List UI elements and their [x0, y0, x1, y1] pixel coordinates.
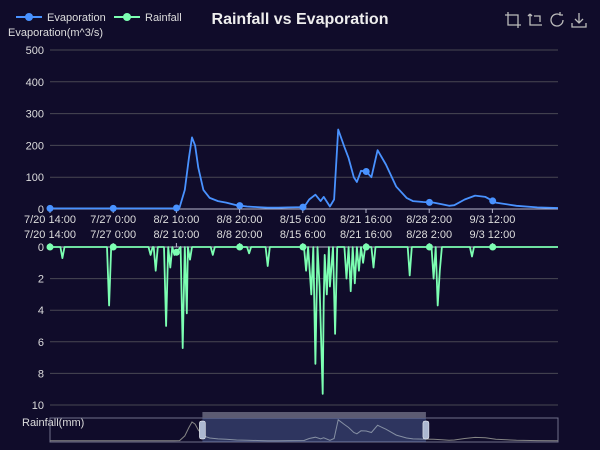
evaporation-point[interactable] — [299, 203, 307, 211]
bottom-x-tick-label: 8/8 20:00 — [217, 229, 263, 241]
legend-item-rainfall[interactable]: Rainfall — [114, 12, 182, 24]
evaporation-point[interactable] — [109, 204, 117, 212]
top-x-tick-label: 8/2 10:00 — [153, 214, 199, 226]
top-x-tick-label: 8/21 16:00 — [340, 214, 392, 226]
top-y-tick-label: 400 — [26, 77, 44, 89]
series-line-evaporation — [50, 128, 559, 210]
legend-evaporation-label: Evaporation — [47, 12, 106, 24]
bottom-y-tick-label: 2 — [38, 274, 44, 286]
legend-rainfall-label: Rainfall — [145, 12, 182, 24]
bottom-x-tick-label: 8/28 2:00 — [406, 229, 452, 241]
top-x-tick-label: 7/20 14:00 — [24, 214, 76, 226]
data-zoom-selected-window[interactable] — [202, 418, 426, 442]
legend: Evaporation Rainfall — [16, 12, 182, 24]
rainfall-point[interactable] — [172, 248, 180, 256]
data-zoom-move-bar[interactable] — [202, 412, 426, 418]
restore-icon[interactable] — [549, 12, 565, 28]
data-zoom[interactable] — [49, 412, 559, 443]
evaporation-point[interactable] — [236, 202, 244, 210]
bottom-x-tick-label: 7/27 0:00 — [90, 229, 136, 241]
top-x-tick-label: 8/15 6:00 — [280, 214, 326, 226]
series-line-rainfall — [50, 246, 558, 395]
rainfall-point[interactable] — [109, 243, 117, 251]
rainfall-point[interactable] — [236, 243, 244, 251]
bottom-x-tick-label: 8/2 10:00 — [153, 229, 199, 241]
bottom-y-tick-label: 8 — [38, 368, 44, 380]
top-x-tick-label: 8/8 20:00 — [217, 214, 263, 226]
series-layer — [46, 128, 559, 395]
bottom-y-axis-name: Rainfall(mm) — [22, 417, 84, 429]
evaporation-point[interactable] — [362, 167, 370, 175]
bottom-x-tick-label: 8/21 16:00 — [340, 229, 392, 241]
evaporation-point[interactable] — [489, 197, 497, 205]
top-y-tick-label: 100 — [26, 172, 44, 184]
top-x-tick-label: 9/3 12:00 — [469, 214, 515, 226]
bottom-x-tick-label: 8/15 6:00 — [280, 229, 326, 241]
tick-layer: 0 100 200 300 400 500 0 2 4 6 8 10 7/20 14:00 7/20 14… — [24, 45, 515, 412]
evaporation-point[interactable] — [425, 198, 433, 206]
grid-layer — [50, 49, 558, 406]
top-x-tick-label: 7/27 0:00 — [90, 214, 136, 226]
chart-title: Rainfall vs Evaporation — [212, 11, 389, 28]
rainfall-point[interactable] — [362, 243, 370, 251]
evaporation-point[interactable] — [172, 204, 180, 212]
bottom-y-tick-label: 4 — [38, 305, 44, 317]
rainfall-point[interactable] — [46, 243, 54, 251]
rainfall-point[interactable] — [489, 243, 497, 251]
top-y-tick-label: 200 — [26, 140, 44, 152]
bottom-x-tick-label: 9/3 12:00 — [469, 229, 515, 241]
bottom-y-tick-label: 10 — [32, 400, 44, 412]
bottom-y-tick-label: 0 — [38, 242, 44, 254]
download-icon[interactable] — [571, 12, 587, 28]
legend-rainfall-marker — [123, 13, 131, 21]
rainfall-point[interactable] — [425, 243, 433, 251]
legend-evaporation-marker — [25, 13, 33, 21]
bottom-x-tick-label: 7/20 14:00 — [24, 229, 76, 241]
legend-item-evaporation[interactable]: Evaporation — [16, 12, 106, 24]
data-zoom-handle-left[interactable] — [199, 420, 206, 440]
bottom-y-tick-label: 6 — [38, 337, 44, 349]
top-y-tick-label: 500 — [26, 45, 44, 57]
top-x-tick-label: 8/28 2:00 — [406, 214, 452, 226]
zoom-reset-icon[interactable] — [527, 12, 543, 28]
toolbox — [505, 12, 587, 28]
data-zoom-handle-right[interactable] — [422, 420, 430, 440]
evaporation-point[interactable] — [46, 204, 54, 212]
top-y-tick-label: 0 — [38, 204, 44, 216]
top-y-axis-name: Evaporation(m^3/s) — [8, 27, 103, 39]
zoom-icon[interactable] — [505, 12, 521, 28]
top-y-tick-label: 300 — [26, 109, 44, 121]
rainfall-point[interactable] — [299, 243, 307, 251]
